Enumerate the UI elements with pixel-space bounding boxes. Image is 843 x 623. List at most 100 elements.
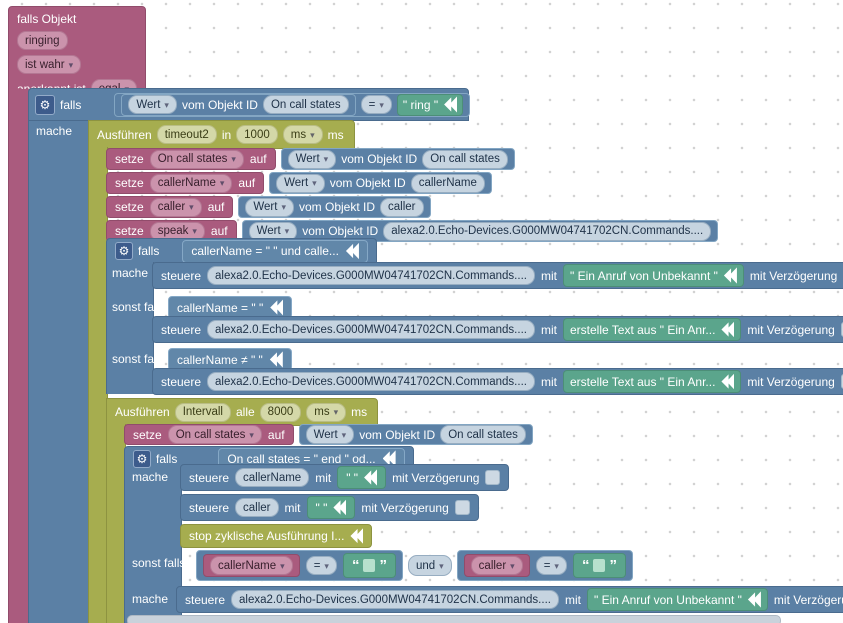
auf-label: auf [267,427,285,442]
interval-unit-dropdown[interactable]: ms [306,402,347,422]
wert-dropdown[interactable]: Wert [287,149,337,169]
collapsed-condition[interactable]: On call states = " end " od... [218,448,405,469]
wert-dropdown[interactable]: Wert [305,425,355,444]
wert-dropdown[interactable]: Wert [276,173,325,193]
operator-dropdown[interactable]: = [305,556,337,575]
oid-field[interactable]: caller [380,197,424,217]
oid-field[interactable]: caller [235,498,279,517]
wert-dropdown[interactable]: Wert [245,197,294,217]
comparison-block[interactable]: callerName = “ ” [196,550,403,581]
oid-field[interactable]: callerName [235,468,310,487]
text-block[interactable]: " ring " [396,93,464,116]
collapsed-condition[interactable]: callerName = " " [168,296,293,319]
value-getter-block[interactable]: Wert vom Objekt ID On call states [298,424,533,445]
timeout-block-body[interactable] [88,147,108,623]
steuere-block[interactable]: steuere alexa2.0.Echo-Devices.G000MW0474… [152,316,843,343]
steuere-block[interactable]: steuere alexa2.0.Echo-Devices.G000MW0474… [152,368,843,395]
text-field-empty[interactable] [593,559,606,572]
setze-block[interactable]: setze callerName auf [106,172,265,194]
oid-field[interactable]: alexa2.0.Echo-Devices.G000MW04741702CN.C… [383,221,712,241]
oid-field[interactable]: alexa2.0.Echo-Devices.G000MW04741702CN.C… [207,266,535,285]
text-block[interactable]: “ ” [342,553,396,578]
collapsed-condition[interactable]: callerName ≠ " " [168,348,292,371]
variable-dropdown[interactable]: caller [470,556,523,575]
chevron-down-icon [324,151,329,167]
text-join-block[interactable]: erstelle Text aus " Ein Anr... [562,370,742,393]
setze-label: setze [115,224,144,238]
delay-checkbox[interactable] [485,470,501,485]
variable-dropdown[interactable]: On call states [149,149,244,169]
oid-field[interactable]: On call states [440,425,526,444]
variable-block[interactable]: caller [463,554,530,577]
timeout-unit-dropdown[interactable]: ms [282,125,323,144]
inner-falls1-header[interactable]: falls callerName = " " und calle... [106,238,377,264]
text-block[interactable]: " " [337,466,387,489]
variable-block[interactable]: callerName [203,554,300,577]
variable-dropdown[interactable]: callerName [149,173,233,193]
gear-icon[interactable] [35,94,55,115]
wert-dropdown[interactable]: Wert [128,95,177,114]
interval-delay-field[interactable]: 8000 [259,402,302,422]
and-dropdown[interactable]: und [407,555,452,576]
comparison-block[interactable]: Wert vom Objekt ID On call states = " ri… [114,92,471,117]
text-block[interactable]: " " [306,496,356,519]
auf-label: auf [238,176,256,190]
timeout-block-header[interactable]: Ausführen timeout2 in 1000 ms ms [88,120,355,149]
gear-icon[interactable] [115,242,133,260]
trigger-state-dropdown[interactable]: ist wahr [17,55,82,74]
setze-block[interactable]: setze On call states auf [106,148,276,170]
inner-falls1-body[interactable] [106,262,154,394]
delay-checkbox[interactable] [840,374,843,389]
text-field-empty[interactable] [363,559,376,572]
variable-dropdown[interactable]: callerName [210,556,293,575]
text-block[interactable]: " Ein Anruf von Unbekannt " [586,588,768,611]
value-getter-block[interactable]: Wert vom Objekt ID caller [238,196,431,218]
delay-checkbox[interactable] [454,500,470,515]
steuere-block[interactable]: steuere alexa2.0.Echo-Devices.G000MW0474… [176,586,843,613]
steuere-block[interactable]: steuere caller mit " " mit Verzögerung [180,494,479,521]
value-getter-block[interactable]: Wert vom Objekt ID On call states [280,148,515,170]
trigger-block-body[interactable] [8,89,30,623]
horizontal-scrollbar[interactable] [127,615,781,623]
timeout-delay-field[interactable]: 1000 [236,125,278,144]
operator-dropdown[interactable]: = [535,556,567,575]
interval-name-field[interactable]: Intervall [174,402,231,422]
text-block[interactable]: “ ” [572,553,626,578]
text-join-block[interactable]: erstelle Text aus " Ein Anr... [562,318,742,341]
interval-block-header[interactable]: Ausführen Intervall alle 8000 ms ms [106,398,379,426]
oid-field[interactable]: On call states [262,95,349,114]
oid-field[interactable]: callerName [410,173,485,193]
logic-and-block[interactable]: callerName = “ ” und caller = “ ” [196,550,633,581]
trigger-block[interactable]: falls Objekt ringing ist wahr anerkannt … [8,6,146,98]
oid-field[interactable]: alexa2.0.Echo-Devices.G000MW04741702CN.C… [207,320,535,339]
steuere-block[interactable]: steuere callerName mit " " mit Verzögeru… [180,464,510,491]
steuere-label: steuere [189,470,230,485]
stop-interval-block[interactable]: stop zyklische Ausführung I... [180,524,373,548]
timeout-name-field[interactable]: timeout2 [156,125,217,144]
inner-falls2-body[interactable] [124,469,182,623]
outer-falls-header[interactable]: falls Wert vom Objekt ID On call states … [28,88,471,121]
setze-block[interactable]: setze caller auf [106,196,234,218]
oid-field[interactable]: On call states [422,149,508,169]
value-getter-block[interactable]: Wert vom Objekt ID callerName [269,172,492,194]
oid-field[interactable]: alexa2.0.Echo-Devices.G000MW04741702CN.C… [231,590,559,609]
operator-dropdown[interactable]: = [360,95,392,114]
steuere-block[interactable]: steuere alexa2.0.Echo-Devices.G000MW0474… [152,262,843,289]
trigger-oid-field[interactable]: ringing [17,31,68,50]
setze-block[interactable]: setze On call states auf [124,424,294,445]
comparison-block[interactable]: caller = “ ” [456,550,633,581]
collapsed-condition[interactable]: callerName = " " und calle... [182,239,368,263]
value-getter-block[interactable]: Wert vom Objekt ID On call states [121,93,356,116]
text-block[interactable]: " Ein Anruf von Unbekannt " [562,264,744,287]
variable-dropdown[interactable]: caller [149,197,202,217]
outer-falls-body[interactable] [28,121,90,623]
delay-checkbox[interactable] [840,322,843,337]
interval-block-body[interactable] [106,424,126,623]
oid-field[interactable]: alexa2.0.Echo-Devices.G000MW04741702CN.C… [207,372,535,391]
gear-icon[interactable] [133,449,151,468]
vom-objekt-id-label: vom Objekt ID [341,152,418,166]
ausfuehren-label: Ausführen [115,405,170,419]
variable-dropdown[interactable]: On call states [167,425,262,444]
delay-label: mit Verzögerung [361,500,449,515]
